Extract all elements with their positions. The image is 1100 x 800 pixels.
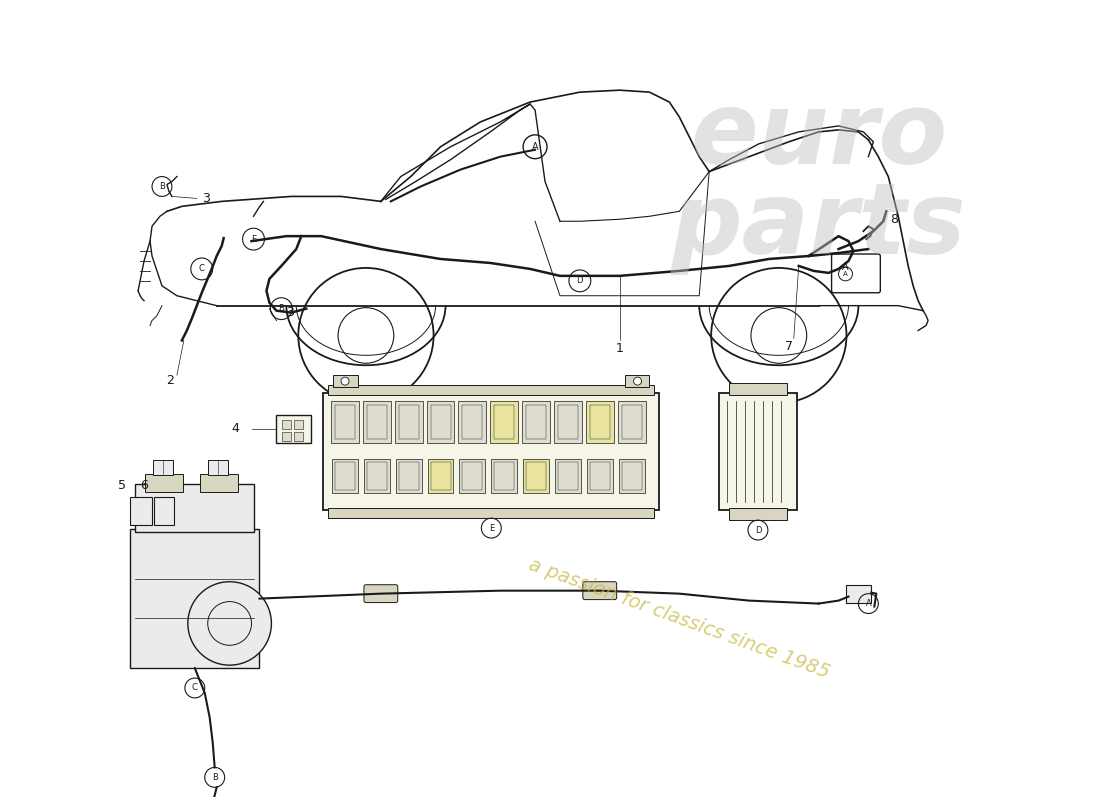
Bar (524, 458, 549, 494)
Bar (430, 405, 451, 438)
Bar (328, 385, 654, 395)
Bar (494, 462, 514, 490)
Text: D: D (755, 526, 761, 534)
Text: D: D (576, 276, 583, 286)
Bar (399, 462, 419, 490)
Bar (135, 485, 254, 532)
FancyBboxPatch shape (364, 585, 398, 602)
Bar (331, 401, 359, 442)
Bar (367, 405, 387, 438)
Text: A: A (843, 271, 848, 277)
Bar (492, 458, 517, 494)
Bar (336, 405, 355, 438)
Text: 7: 7 (784, 340, 793, 353)
Text: 5: 5 (118, 479, 127, 492)
Bar (283, 432, 292, 441)
Bar (729, 508, 786, 520)
Bar (395, 401, 422, 442)
Bar (729, 383, 786, 395)
Circle shape (634, 377, 641, 385)
Text: C: C (191, 683, 198, 693)
Bar (276, 415, 311, 442)
Bar (618, 458, 645, 494)
Bar (586, 401, 614, 442)
Bar (428, 458, 453, 494)
Bar (462, 405, 482, 438)
Text: C: C (199, 265, 205, 274)
Bar (333, 375, 358, 387)
Bar (364, 458, 389, 494)
Bar (154, 498, 174, 525)
Text: 4: 4 (232, 422, 240, 435)
Bar (558, 462, 578, 490)
Bar (208, 459, 228, 475)
Bar (558, 405, 578, 438)
Bar (328, 508, 654, 518)
Text: B: B (160, 182, 165, 191)
Text: A: A (866, 599, 871, 608)
Bar (556, 458, 581, 494)
Bar (130, 498, 152, 525)
Bar (526, 462, 546, 490)
Text: euro
parts: euro parts (671, 88, 967, 274)
Text: E: E (488, 524, 494, 533)
Text: 6: 6 (140, 479, 148, 492)
Bar (283, 420, 292, 429)
Bar (200, 474, 238, 492)
Bar (522, 401, 550, 442)
Bar (462, 462, 482, 490)
Bar (153, 459, 173, 475)
Bar (526, 405, 546, 438)
Bar (847, 585, 871, 602)
Bar (625, 375, 649, 387)
Bar (554, 401, 582, 442)
Bar (590, 405, 609, 438)
Text: 2: 2 (166, 374, 174, 386)
Bar (494, 405, 514, 438)
Text: A: A (843, 262, 849, 272)
Circle shape (341, 377, 349, 385)
Text: B: B (278, 304, 284, 313)
Bar (460, 458, 485, 494)
Bar (586, 458, 613, 494)
Text: 3: 3 (286, 306, 294, 319)
Text: 1: 1 (616, 342, 624, 355)
Text: 8: 8 (890, 213, 899, 226)
Bar (719, 393, 796, 510)
Bar (396, 458, 421, 494)
Bar (621, 462, 641, 490)
Text: A: A (531, 142, 538, 152)
Bar (621, 405, 641, 438)
Bar (618, 401, 646, 442)
Bar (145, 474, 183, 492)
Bar (323, 393, 659, 510)
Text: B: B (212, 773, 218, 782)
Text: 3: 3 (201, 192, 210, 205)
Bar (130, 529, 260, 668)
Bar (590, 462, 609, 490)
Bar (295, 432, 304, 441)
Bar (491, 401, 518, 442)
Bar (363, 401, 390, 442)
Text: a passion for classics since 1985: a passion for classics since 1985 (526, 555, 833, 682)
Bar (295, 420, 304, 429)
Bar (399, 405, 419, 438)
Bar (336, 462, 355, 490)
Text: E: E (251, 234, 256, 244)
Bar (367, 462, 387, 490)
Bar (459, 401, 486, 442)
Bar (332, 458, 358, 494)
Circle shape (188, 582, 272, 665)
FancyBboxPatch shape (583, 582, 617, 600)
Bar (430, 462, 451, 490)
Bar (427, 401, 454, 442)
